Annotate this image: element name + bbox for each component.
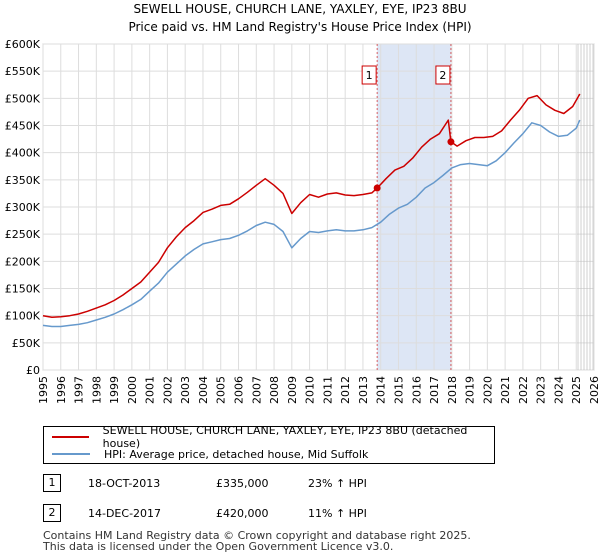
x-tick-label: 1998 (90, 376, 103, 404)
legend: SEWELL HOUSE, CHURCH LANE, YAXLEY, EYE, … (43, 424, 495, 464)
x-tick-label: 2021 (499, 376, 512, 404)
y-tick-label: £600K (5, 38, 41, 51)
x-tick-label: 2007 (250, 376, 263, 404)
y-tick-label: £0 (26, 364, 40, 377)
x-tick-label: 2017 (428, 376, 441, 404)
x-tick-label: 2001 (144, 376, 157, 404)
chart-title: SEWELL HOUSE, CHURCH LANE, YAXLEY, EYE, … (133, 2, 467, 16)
sale-point (373, 184, 381, 192)
legend-label-hpi: HPI: Average price, detached house, Mid … (104, 447, 369, 461)
legend-swatch-hpi (52, 453, 90, 455)
y-tick-label: £250K (5, 228, 41, 241)
sale-price: £335,000 (216, 477, 269, 490)
sale-hpi-change: 23% ↑ HPI (308, 477, 367, 490)
y-tick-label: £300K (5, 201, 41, 214)
x-tick-label: 2006 (233, 376, 246, 404)
sale-date: 18-OCT-2013 (88, 477, 161, 490)
sale-label-number: 1 (366, 69, 373, 82)
y-tick-label: £400K (5, 147, 41, 160)
x-tick-label: 2025 (570, 376, 583, 404)
x-tick-label: 2018 (446, 376, 459, 404)
sale-label-box (435, 65, 451, 85)
x-tick-label: 2015 (392, 376, 405, 404)
y-tick-label: £500K (5, 92, 41, 105)
x-tick-label: 2008 (268, 376, 281, 404)
property-series-line (42, 93, 581, 319)
x-tick-label: 2024 (552, 376, 565, 404)
x-tick-label: 2010 (304, 376, 317, 404)
x-tick-label: 2004 (197, 376, 210, 404)
x-tick-label: 2002 (161, 376, 174, 404)
y-tick-label: £550K (5, 65, 41, 78)
x-tick-label: 2003 (179, 376, 192, 404)
y-tick-label: £50K (12, 337, 41, 350)
sale-hpi-change: 11% ↑ HPI (308, 507, 367, 520)
x-tick-label: 2020 (481, 376, 494, 404)
legend-item-property: SEWELL HOUSE, CHURCH LANE, YAXLEY, EYE, … (52, 424, 494, 450)
x-tick-label: 2023 (535, 376, 548, 404)
sale-price: £420,000 (216, 507, 269, 520)
x-tick-label: 2016 (410, 376, 423, 404)
x-tick-label: 1995 (37, 376, 50, 404)
x-tick-label: 2026 (588, 376, 600, 404)
footer-licence: This data is licensed under the Open Gov… (43, 540, 394, 553)
price-chart: 1 2 £0 £50K £100K £150K £200K £250K £300K £350K £… (5, 38, 600, 404)
sale-number-badge: 1 (43, 474, 61, 492)
x-tick-label: 2022 (517, 376, 530, 404)
footer: Contains HM Land Registry data © Crown c… (43, 530, 471, 552)
x-tick-label: 1997 (73, 376, 86, 404)
y-tick-label: £350K (5, 174, 41, 187)
y-tick-label: £450K (5, 120, 41, 133)
y-tick-label: £200K (5, 255, 41, 268)
x-tick-label: 2013 (357, 376, 370, 404)
sale-row: 1 18-OCT-2013 £335,000 23% ↑ HPI (43, 474, 463, 494)
x-tick-label: 1996 (55, 376, 68, 404)
x-tick-label: 2019 (464, 376, 477, 404)
forecast-hatch (577, 44, 594, 370)
x-tick-label: 2014 (375, 376, 388, 404)
legend-label-property: SEWELL HOUSE, CHURCH LANE, YAXLEY, EYE, … (102, 424, 468, 450)
sale-row: 2 14-DEC-2017 £420,000 11% ↑ HPI (43, 504, 463, 524)
sale-point (447, 138, 455, 146)
sale-date: 14-DEC-2017 (88, 507, 162, 520)
x-tick-label: 2005 (215, 376, 228, 404)
legend-item-hpi: HPI: Average price, detached house, Mid … (52, 446, 368, 462)
x-tick-label: 1999 (108, 376, 121, 404)
sale-number-badge: 2 (43, 504, 61, 522)
y-tick-label: £100K (5, 310, 41, 323)
y-tick-label: £150K (5, 283, 41, 296)
x-tick-label: 2009 (286, 376, 299, 404)
hpi-series-line (42, 119, 581, 328)
footer-copyright: Contains HM Land Registry data © Crown c… (43, 529, 471, 542)
x-tick-label: 2000 (126, 376, 139, 404)
legend-swatch-property (52, 436, 89, 438)
sale-label-box (361, 65, 377, 85)
x-tick-label: 2012 (339, 376, 352, 404)
x-tick-label: 2011 (321, 376, 334, 404)
chart-subtitle: Price paid vs. HM Land Registry's House … (128, 20, 472, 34)
sale-label-number: 2 (439, 69, 446, 82)
